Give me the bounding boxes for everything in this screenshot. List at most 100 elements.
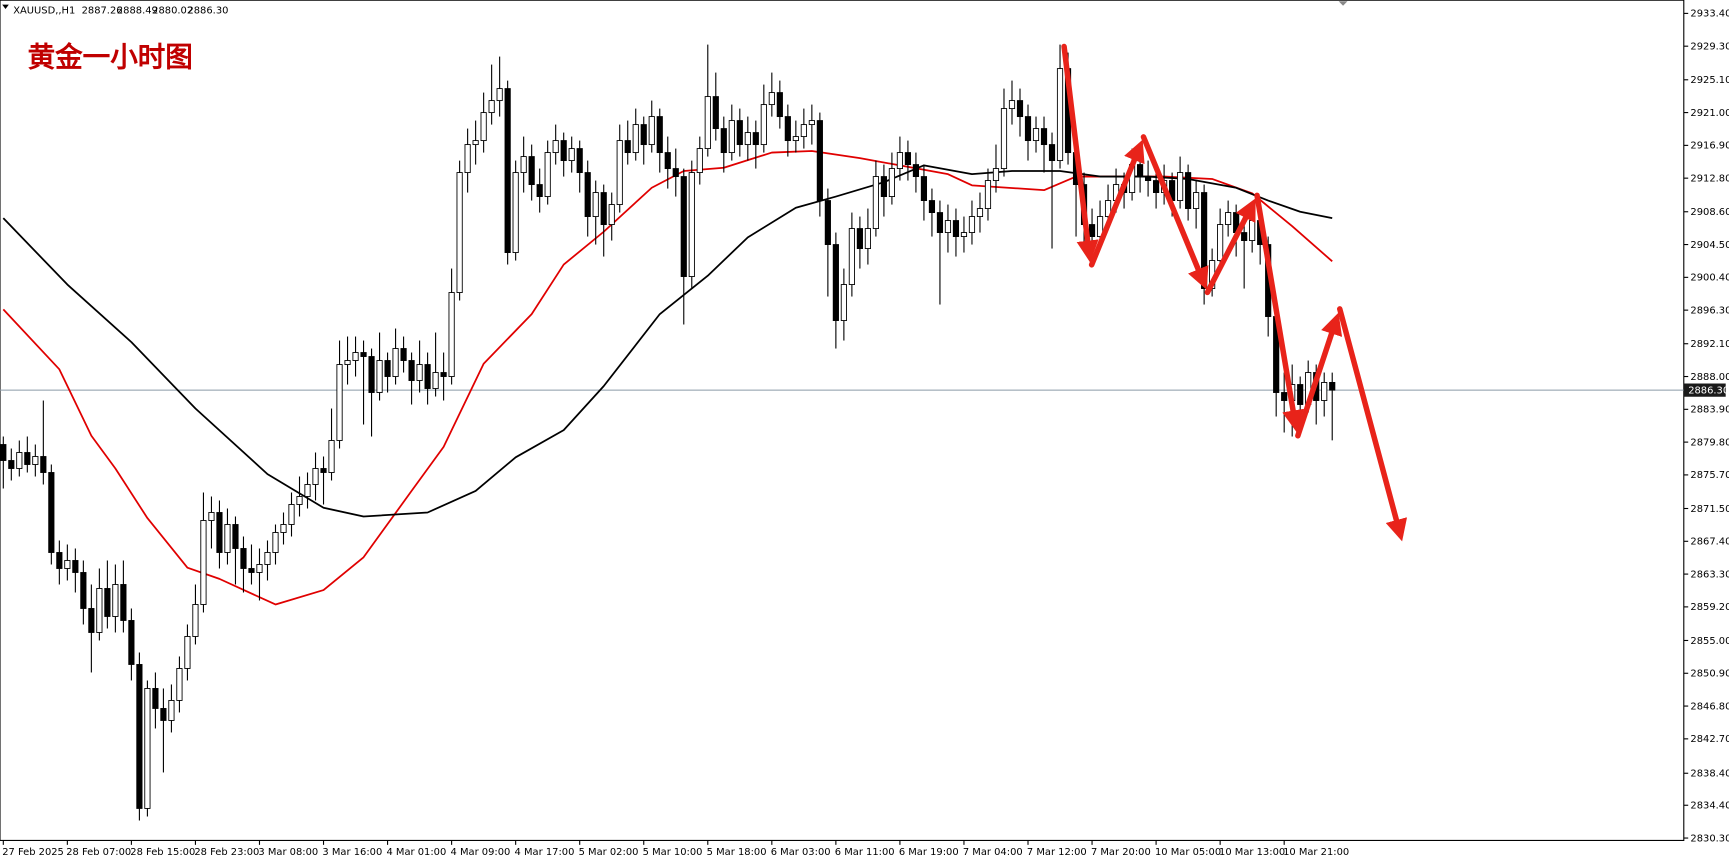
x-tick-label: 5 Mar 02:00: [579, 847, 639, 858]
x-tick-label: 6 Mar 11:00: [835, 847, 895, 858]
candle-body: [1241, 232, 1248, 241]
candle-body: [376, 360, 383, 393]
y-tick-label: 2850.90: [1690, 669, 1729, 680]
y-tick-label: 2925.10: [1690, 75, 1729, 86]
candle-body: [1056, 68, 1064, 162]
candle-body: [576, 148, 583, 174]
y-tick-label: 2904.50: [1690, 240, 1729, 251]
candle-body: [856, 228, 863, 249]
candle-body: [544, 152, 551, 198]
candle-body: [368, 356, 375, 393]
candle-body: [784, 116, 791, 142]
candle-body: [104, 588, 111, 617]
candle-body: [1177, 172, 1184, 202]
arrow: [1254, 192, 1304, 433]
y-tick-label: 2929.30: [1690, 41, 1729, 52]
candle-body: [0, 444, 7, 461]
candle-body: [280, 524, 287, 533]
arrow: [1204, 198, 1256, 296]
candle-body: [672, 168, 679, 178]
y-tick-label: 2933.40: [1690, 9, 1729, 20]
candle-body: [808, 120, 815, 126]
candle-body: [464, 144, 471, 174]
candle-body: [504, 88, 511, 253]
candle-body: [552, 140, 559, 154]
candle-body: [736, 120, 743, 146]
candle-body: [160, 708, 167, 721]
candle-body: [896, 152, 904, 170]
trend-arrows: [1061, 43, 1408, 542]
candle-body: [48, 472, 55, 553]
candle-body: [608, 204, 615, 225]
candle-body: [208, 512, 215, 521]
y-tick-label: 2830.30: [1690, 833, 1729, 844]
candle-body: [616, 140, 623, 206]
candle-body: [448, 292, 455, 377]
candle-body: [168, 700, 175, 721]
last-price-tag: [1683, 383, 1726, 397]
candle-body: [88, 608, 95, 633]
candle-body: [944, 220, 952, 233]
candle-body: [1104, 200, 1112, 217]
y-tick-label: 2900.40: [1690, 273, 1729, 284]
candle-body: [648, 116, 655, 146]
candle-body: [120, 584, 127, 621]
candle-body: [1024, 116, 1032, 142]
candle-body: [200, 520, 207, 605]
candle-body: [216, 512, 223, 553]
candle-body: [912, 164, 920, 178]
candle-body: [1321, 382, 1328, 401]
candle-body: [1136, 164, 1144, 178]
candle-body: [832, 244, 839, 321]
candle-body: [568, 148, 575, 162]
y-tick-label: 2888.00: [1690, 372, 1729, 383]
candle-body: [360, 352, 367, 357]
candle-body: [40, 456, 47, 473]
y-tick-label: 2846.80: [1690, 701, 1729, 712]
candle-body: [16, 452, 23, 469]
candle-body: [872, 176, 879, 229]
candle-body: [792, 136, 799, 142]
candle-body: [224, 524, 231, 553]
candle-body: [80, 572, 87, 609]
candle-body: [928, 200, 936, 213]
candle-body: [640, 124, 647, 146]
candle-body: [1144, 176, 1152, 182]
y-tick-label: 2871.50: [1690, 504, 1729, 515]
candle-body: [56, 552, 63, 569]
candle-body: [184, 636, 191, 669]
y-tick-label: 2875.70: [1690, 470, 1729, 481]
candle-body: [1281, 392, 1288, 401]
y-tick-label: 2834.40: [1690, 801, 1729, 812]
candle-body: [776, 92, 783, 118]
candle-body: [328, 440, 335, 473]
candle-body: [1040, 128, 1048, 146]
candle-body: [632, 124, 639, 154]
candle-body: [768, 92, 775, 106]
shift-marker: [1338, 1, 1348, 6]
candle-body: [288, 504, 295, 525]
candle-body: [528, 156, 535, 186]
candle-body: [128, 620, 135, 665]
candle-body: [1088, 224, 1096, 237]
x-tick-label: 6 Mar 03:00: [771, 847, 831, 858]
y-tick-label: 2842.70: [1690, 734, 1729, 745]
candle-body: [512, 172, 519, 253]
candle-body: [424, 364, 431, 389]
y-tick-label: 2921.00: [1690, 108, 1729, 119]
candle-body: [720, 128, 727, 154]
x-tick-label: 7 Mar 04:00: [963, 847, 1023, 858]
candle-body: [352, 352, 359, 361]
candle-body: [712, 96, 719, 130]
candle-body: [688, 172, 695, 277]
candle-body: [72, 560, 79, 573]
menu-triangle: [2, 4, 9, 10]
candle-body: [888, 168, 896, 198]
candle-body: [800, 124, 807, 138]
candle-body: [560, 140, 567, 162]
candle-body: [152, 688, 159, 709]
candle-body: [456, 172, 463, 293]
candle-body: [440, 372, 447, 377]
candle-body: [992, 168, 1000, 182]
